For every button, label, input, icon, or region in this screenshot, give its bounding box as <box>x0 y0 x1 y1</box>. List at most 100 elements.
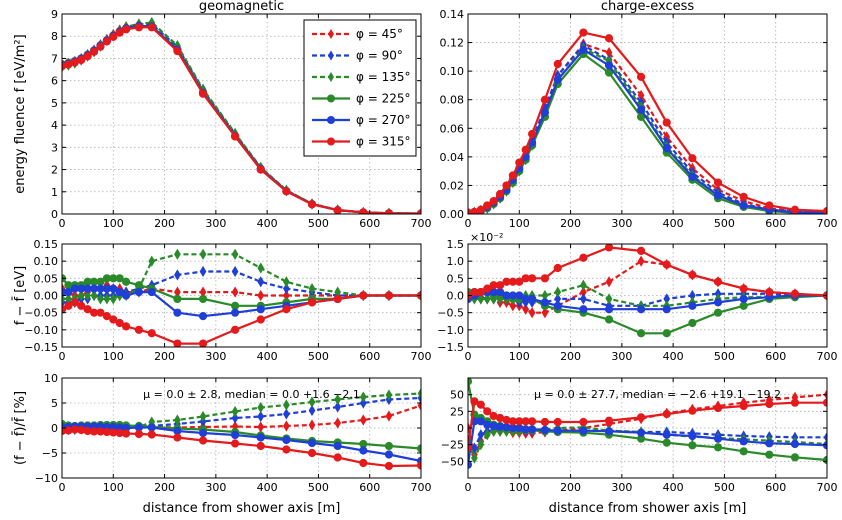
data-point <box>308 419 316 431</box>
y-tick-label: 0.10 <box>440 65 465 78</box>
data-point <box>333 453 342 462</box>
data-point <box>515 277 524 286</box>
data-point <box>231 248 239 260</box>
y-tick-label: 5 <box>51 397 58 410</box>
data-point <box>89 47 99 56</box>
x-tick-label: 0 <box>465 350 472 363</box>
data-point <box>528 274 537 283</box>
data-point <box>662 438 671 447</box>
axes-frame <box>467 13 828 215</box>
data-point <box>173 308 182 317</box>
data-point <box>333 294 342 304</box>
y-tick-label: 25 <box>450 405 464 418</box>
data-point <box>528 417 537 426</box>
data-point <box>604 427 614 436</box>
x-tick-label: 600 <box>359 350 380 363</box>
data-point <box>257 410 265 423</box>
x-tick-label: 0 <box>59 350 66 363</box>
data-point <box>540 95 550 104</box>
data-point <box>579 417 588 427</box>
data-point <box>636 305 646 314</box>
data-point <box>283 276 290 288</box>
x-tick-label: 500 <box>308 217 329 230</box>
x-tick-label: 300 <box>611 481 632 494</box>
data-point <box>468 443 473 453</box>
data-point <box>109 293 117 305</box>
y-tick-label: −1.0 <box>437 324 464 337</box>
data-point <box>528 129 537 139</box>
data-point <box>77 55 86 65</box>
x-tick-label: 0 <box>465 481 472 494</box>
panel-ce-top: 0 100 200 300 400 500 600 700 0.00 0.02 0.04 0.06 0.… <box>440 0 838 230</box>
data-point <box>688 301 697 310</box>
x-tick-label: 400 <box>663 481 684 494</box>
y-tick-label: 0 <box>51 208 58 221</box>
data-point <box>688 441 697 450</box>
legend-label: φ = 315° <box>356 135 411 149</box>
data-point <box>528 294 537 304</box>
data-point <box>173 339 182 347</box>
data-point <box>173 294 182 304</box>
x-tick-label: 600 <box>765 350 786 363</box>
data-point <box>199 248 207 260</box>
y-tick-label: 10 <box>44 372 58 385</box>
data-point <box>333 441 342 451</box>
y-tick-label: 0 <box>51 422 58 435</box>
x-tick-label: 600 <box>765 481 786 494</box>
data-point <box>790 205 800 214</box>
x-tick-label: 0 <box>59 481 66 494</box>
legend-item: φ = 90° <box>312 49 403 63</box>
x-tick-label: 600 <box>359 217 380 230</box>
data-point <box>96 308 105 317</box>
data-point <box>334 417 342 429</box>
x-tick-label: 300 <box>205 481 226 494</box>
data-point <box>604 244 614 252</box>
data-point <box>553 75 562 84</box>
data-point <box>109 284 118 293</box>
y-tick-label: −10 <box>35 472 58 485</box>
data-point <box>509 300 517 312</box>
data-point <box>308 404 316 417</box>
data-point <box>790 289 800 298</box>
x-tick-label: 700 <box>817 481 838 494</box>
y-axis-label: energy fluence f [eV/m²] <box>13 34 28 193</box>
y-tick-label: 0.14 <box>440 8 465 21</box>
data-point <box>713 434 723 443</box>
data-point <box>688 270 697 279</box>
data-point <box>636 329 646 338</box>
x-tick-label: 600 <box>359 481 380 494</box>
series-group <box>468 28 827 214</box>
x-tick-label: 0 <box>59 217 66 230</box>
data-point <box>662 305 671 314</box>
y-tick-label: 0.10 <box>34 255 59 268</box>
data-point <box>822 207 827 214</box>
series-group <box>468 244 827 338</box>
legend-box <box>303 19 417 157</box>
data-point <box>604 61 614 70</box>
data-point <box>359 208 368 214</box>
data-point <box>554 286 562 298</box>
series-line-3 <box>468 46 827 214</box>
data-point <box>109 32 118 41</box>
data-point <box>476 400 485 409</box>
data-point <box>468 378 473 386</box>
data-point <box>553 59 562 69</box>
data-point <box>636 413 646 422</box>
data-point <box>540 108 550 117</box>
data-point <box>256 315 265 324</box>
data-point <box>662 329 671 338</box>
data-point <box>688 406 697 415</box>
legend-item: φ = 225° <box>312 92 411 106</box>
data-point <box>134 325 144 334</box>
data-point <box>476 205 485 214</box>
y-tick-label: −5 <box>42 447 58 460</box>
data-point <box>579 253 588 262</box>
data-point <box>417 387 421 400</box>
x-tick-label: 200 <box>560 217 581 230</box>
y-tick-label: 0.02 <box>440 179 465 192</box>
data-point <box>103 293 111 305</box>
data-point <box>384 291 394 300</box>
data-point <box>147 329 156 338</box>
data-point <box>134 287 144 297</box>
data-point <box>115 287 124 297</box>
